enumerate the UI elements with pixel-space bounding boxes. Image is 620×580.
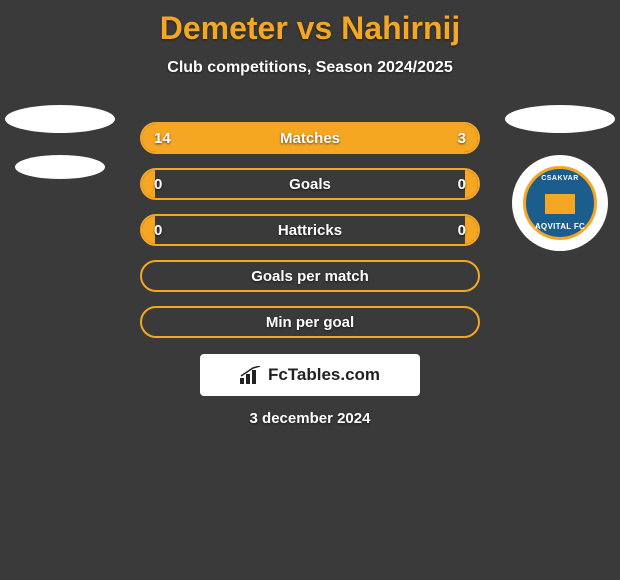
bar-chart-icon [240, 366, 262, 384]
date-text: 3 december 2024 [0, 410, 620, 427]
stat-label: Goals per match [142, 262, 478, 290]
club-badge-bottom-text: AQVITAL FC [535, 222, 585, 231]
page-title: Demeter vs Nahirnij [0, 0, 620, 47]
stat-value-right: 0 [458, 170, 466, 198]
stat-row: 14 Matches 3 [140, 122, 480, 154]
player-right-silhouette-head [505, 105, 615, 133]
stat-label: Goals [142, 170, 478, 198]
stat-label: Matches [142, 124, 478, 152]
brand-box[interactable]: FcTables.com [200, 354, 420, 396]
club-badge-inner: CSAKVAR AQVITAL FC [523, 166, 597, 240]
player-left-silhouette-head [5, 105, 115, 133]
player-left-silhouette-body [15, 155, 105, 179]
stat-label: Min per goal [142, 308, 478, 336]
stat-row: Goals per match [140, 260, 480, 292]
brand-text: FcTables.com [268, 365, 380, 385]
stat-label: Hattricks [142, 216, 478, 244]
stat-row: 0 Hattricks 0 [140, 214, 480, 246]
stat-value-right: 0 [458, 216, 466, 244]
player-right-panel: CSAKVAR AQVITAL FC [495, 105, 620, 251]
player-right-club-badge: CSAKVAR AQVITAL FC [512, 155, 608, 251]
stats-bars-container: 14 Matches 3 0 Goals 0 0 Hattricks 0 Goa… [140, 122, 480, 352]
subtitle: Club competitions, Season 2024/2025 [0, 59, 620, 77]
club-badge-shield-icon [545, 194, 575, 214]
stat-row: Min per goal [140, 306, 480, 338]
club-badge-top-text: CSAKVAR [541, 175, 579, 182]
player-left-panel [0, 105, 125, 179]
stat-row: 0 Goals 0 [140, 168, 480, 200]
stat-value-right: 3 [458, 124, 466, 152]
